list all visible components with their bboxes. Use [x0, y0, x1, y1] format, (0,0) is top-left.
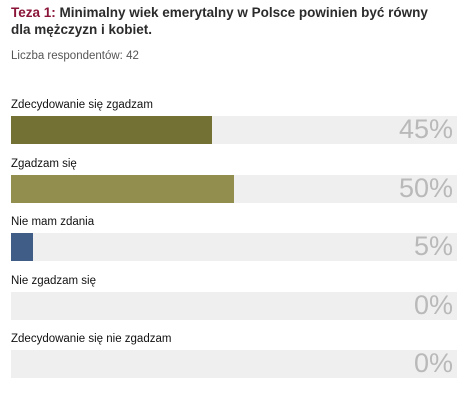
bar-value-label: 50% — [398, 172, 453, 203]
poll-title-text: Minimalny wiek emerytalny w Polsce powin… — [11, 5, 428, 37]
bar-track — [11, 291, 457, 320]
bar-fill — [11, 174, 234, 203]
bar-track — [11, 174, 457, 203]
bar-row: Nie zgadzam się 0% — [11, 275, 457, 321]
poll-title: Teza 1: Minimalny wiek emerytalny w Pols… — [11, 4, 451, 38]
bar-row: Nie mam zdania 5% — [11, 216, 457, 262]
bar-row: Zdecydowanie się nie zgadzam 0% — [11, 333, 457, 379]
bar-value-label: 0% — [413, 348, 453, 378]
bar-row: Zgadzam się 50% — [11, 158, 457, 204]
bar-track — [11, 116, 457, 144]
bar-fill — [11, 116, 212, 144]
bar-track — [11, 350, 457, 378]
bar-row: Zdecydowanie się zgadzam 45% — [11, 99, 457, 145]
bar-label: Zgadzam się — [11, 157, 77, 170]
bar-label: Nie zgadzam się — [11, 274, 97, 287]
respondents-count: Liczba respondentów: 42 — [11, 50, 139, 62]
bar-label: Zdecydowanie się nie zgadzam — [11, 333, 172, 345]
poll-title-lead: Teza 1: — [11, 5, 56, 20]
bar-value-label: 0% — [413, 289, 453, 320]
bar-label: Zdecydowanie się zgadzam — [11, 99, 153, 111]
bar-value-label: 5% — [413, 231, 453, 261]
bar-value-label: 45% — [398, 114, 453, 144]
bar-track — [11, 233, 457, 261]
bar-label: Nie mam zdania — [11, 216, 95, 228]
bar-fill — [11, 233, 34, 261]
